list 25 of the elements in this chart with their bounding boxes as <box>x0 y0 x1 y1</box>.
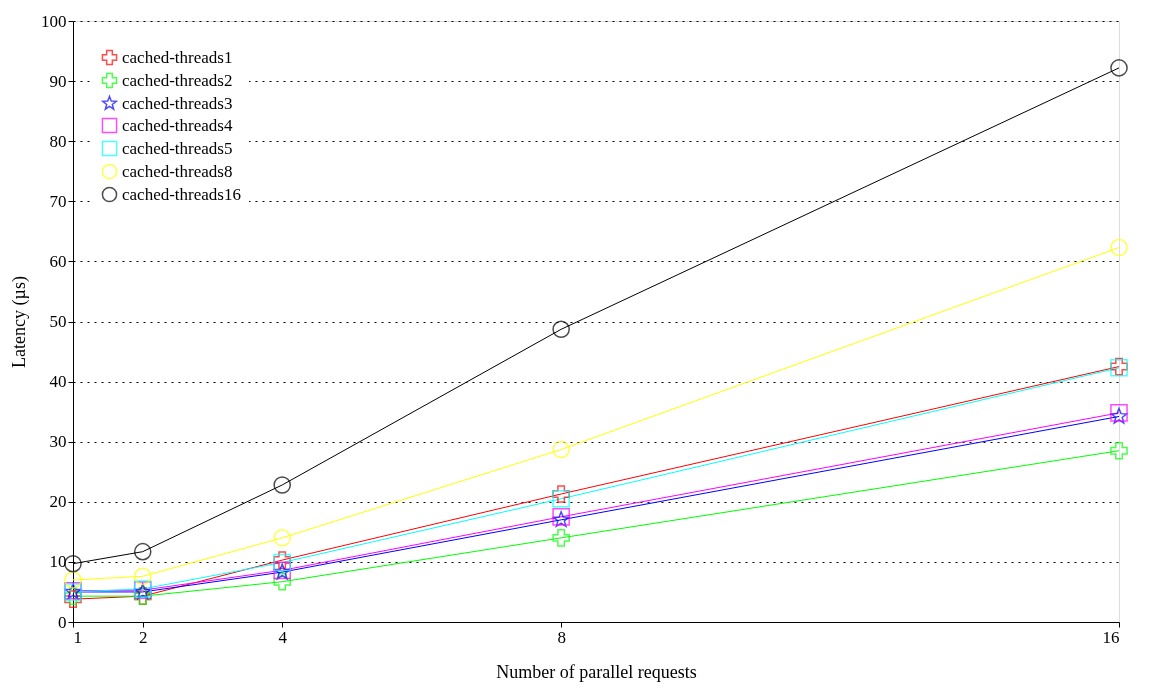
y-tick-label: 100 <box>41 11 67 31</box>
x-tick-label: 1 <box>73 627 82 647</box>
x-tick-label: 2 <box>138 627 148 647</box>
legend-label: cached-threads3 <box>122 93 233 113</box>
y-tick-label: 30 <box>49 432 67 452</box>
y-tick-label: 50 <box>49 312 67 331</box>
y-tick-label: 60 <box>49 251 67 271</box>
y-tick-label: 40 <box>49 372 67 392</box>
legend-label: cached-threads5 <box>122 138 233 158</box>
legend-label: cached-threads1 <box>122 47 233 67</box>
y-axis-title: Latency (µs) <box>9 276 30 368</box>
y-tick-label: 70 <box>49 191 67 211</box>
y-tick-label: 10 <box>49 552 67 572</box>
legend-label: cached-threads2 <box>122 70 233 90</box>
y-tick-label: 20 <box>49 492 67 512</box>
x-tick-label: 8 <box>557 627 566 647</box>
x-tick-label: 4 <box>278 627 288 647</box>
y-tick-label: 0 <box>58 612 67 632</box>
x-axis-title: Number of parallel requests <box>496 661 697 682</box>
y-tick-label: 80 <box>49 131 67 151</box>
legend-label: cached-threads8 <box>122 161 233 181</box>
y-tick-label: 90 <box>49 71 67 91</box>
legend-label: cached-threads4 <box>122 115 233 135</box>
x-tick-label: 16 <box>1102 627 1120 647</box>
legend-label: cached-threads16 <box>122 184 241 204</box>
